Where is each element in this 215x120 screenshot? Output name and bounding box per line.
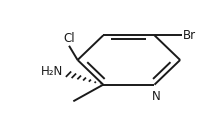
- Text: H₂N: H₂N: [40, 65, 63, 78]
- Text: Cl: Cl: [63, 32, 75, 45]
- Text: Br: Br: [183, 29, 197, 42]
- Text: N: N: [152, 90, 161, 103]
